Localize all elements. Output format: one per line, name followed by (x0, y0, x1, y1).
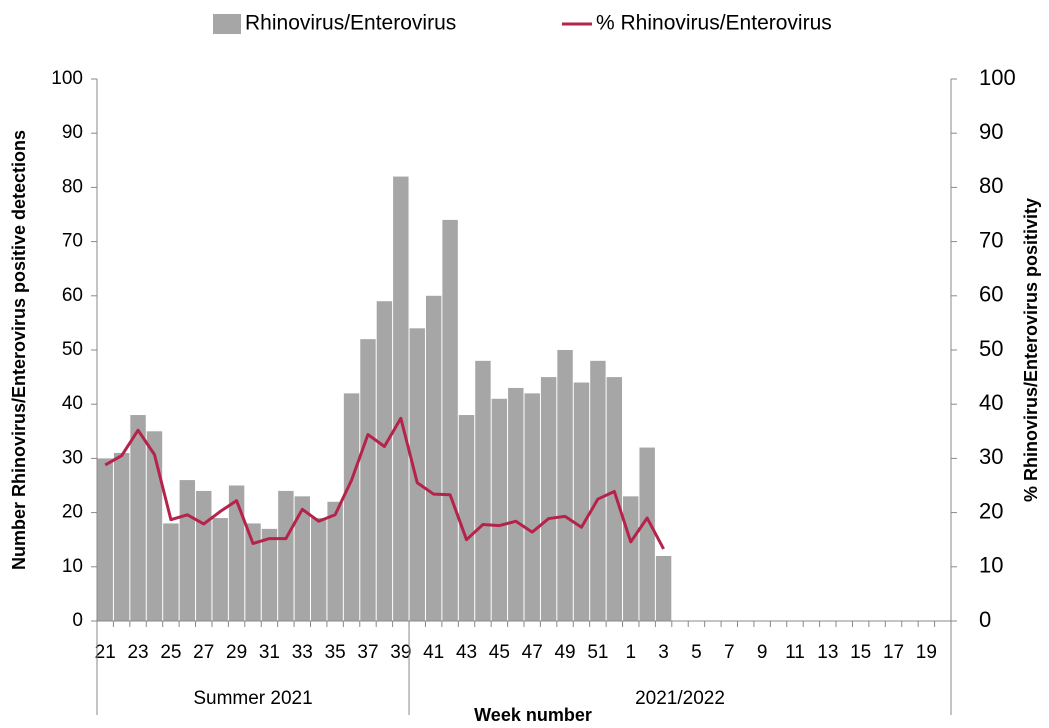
bar (360, 339, 376, 621)
y-tick-label: 0 (72, 610, 83, 631)
y2-tick-label: 10 (979, 553, 1003, 578)
bar (491, 398, 508, 621)
x-tick-label: 43 (456, 642, 477, 663)
y2-tick-label: 80 (979, 173, 1003, 198)
bar (655, 555, 672, 621)
bar (163, 523, 179, 621)
bar (475, 360, 491, 621)
y2-tick-label: 90 (979, 119, 1003, 144)
x-tick-label: 9 (757, 642, 768, 663)
bar (573, 382, 590, 621)
x-tick-label: 19 (916, 642, 937, 663)
x-tick-label: 31 (259, 642, 280, 663)
x-tick-label: 13 (817, 642, 838, 663)
y-tick-label: 10 (62, 556, 83, 577)
bar (146, 431, 163, 621)
bar (278, 490, 294, 621)
x-tick-label: 7 (724, 642, 735, 663)
bar (540, 377, 557, 621)
x-tick-label: 45 (489, 642, 510, 663)
y2-tick-label: 100 (979, 65, 1016, 90)
y-axis-title: Number Rhinovirus/Enterovirus positive d… (9, 130, 29, 570)
y2-tick-label: 70 (979, 227, 1003, 252)
x-tick-label: 41 (423, 642, 444, 663)
y-tick-label: 80 (62, 176, 83, 197)
bar (196, 490, 212, 621)
x-tick-label: 49 (554, 642, 575, 663)
x-tick-label: 1 (625, 642, 636, 663)
x-tick-label: 15 (850, 642, 871, 663)
bar (294, 496, 310, 621)
bar (212, 518, 228, 621)
legend-swatch (213, 14, 241, 34)
x-tick-label: 47 (522, 642, 543, 663)
bar (343, 393, 360, 621)
bar (393, 176, 409, 621)
y2-tick-label: 20 (979, 498, 1003, 523)
y-tick-label: 100 (51, 68, 83, 89)
bar (524, 393, 540, 621)
y-tick-label: 40 (62, 393, 83, 414)
legend-label: Rhinovirus/Enterovirus (245, 12, 456, 35)
bar (376, 301, 393, 621)
legend-label: % Rhinovirus/Enterovirus (596, 12, 832, 35)
x-tick-label: 39 (390, 642, 411, 663)
bar (245, 523, 261, 621)
bar (311, 518, 327, 621)
y2-tick-label: 40 (979, 390, 1003, 415)
bar (639, 447, 655, 621)
x-tick-label: 29 (226, 642, 247, 663)
y-tick-label: 50 (62, 339, 83, 360)
x-tick-label: 23 (127, 642, 148, 663)
x-tick-label: 5 (691, 642, 702, 663)
bar (442, 219, 458, 622)
bar (623, 496, 639, 621)
y-tick-label: 60 (62, 285, 83, 306)
bar (179, 480, 196, 621)
bar (508, 387, 524, 621)
group-label: Summer 2021 (193, 688, 312, 709)
y2-tick-label: 60 (979, 282, 1003, 307)
bar (425, 295, 442, 621)
bar (97, 458, 113, 621)
line (104, 416, 665, 550)
x-tick-label: 37 (357, 642, 378, 663)
bar (113, 452, 130, 621)
y2-tick-label: 0 (979, 607, 991, 632)
bar (409, 328, 425, 621)
y-tick-label: 30 (62, 447, 83, 468)
bar (130, 415, 146, 621)
x-tick-label: 21 (95, 642, 116, 663)
y2-axis-title: % Rhinovirus/Enterovirus positivity (1021, 198, 1041, 502)
x-tick-label: 17 (883, 642, 904, 663)
y2-tick-label: 50 (979, 336, 1003, 361)
x-tick-label: 27 (193, 642, 214, 663)
group-label: 2021/2022 (635, 688, 725, 709)
bar (228, 485, 245, 621)
y2-tick-label: 30 (979, 444, 1003, 469)
bar (606, 377, 623, 621)
y-tick-label: 70 (62, 231, 83, 252)
x-tick-label: 3 (658, 642, 669, 663)
x-tick-label: 25 (160, 642, 181, 663)
x-tick-label: 51 (587, 642, 608, 663)
bar (557, 350, 573, 621)
x-axis-title: Week number (474, 705, 592, 725)
y-tick-label: 90 (62, 122, 83, 143)
bar (458, 415, 475, 621)
bar (261, 528, 278, 621)
y-tick-label: 20 (62, 502, 83, 523)
x-tick-label: 11 (785, 642, 805, 663)
x-tick-label: 33 (292, 642, 313, 663)
x-tick-label: 35 (325, 642, 346, 663)
bar (327, 501, 343, 621)
bar (590, 360, 606, 621)
